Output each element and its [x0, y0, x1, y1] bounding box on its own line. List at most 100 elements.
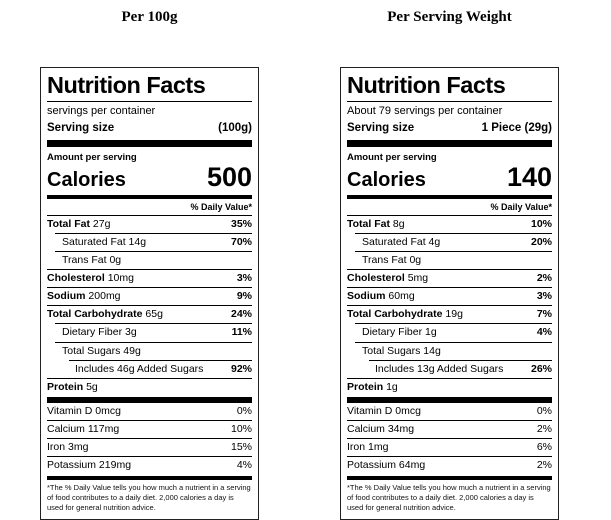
- medium-bar: [347, 194, 552, 199]
- vitamin-name: Potassium 64mg: [347, 459, 426, 472]
- daily-value-header: % Daily Value*: [490, 201, 552, 212]
- nutrient-name: Total Fat: [47, 217, 90, 230]
- amount-per-serving: Amount per serving: [347, 151, 437, 163]
- nutrient-name: Saturated Fat: [62, 235, 126, 248]
- vitamin-row-vitamin-d: Vitamin D 0mcg 0%: [47, 403, 252, 420]
- nutrient-text: Protein 1g: [347, 381, 398, 394]
- nutrition-label-per-serving-weight: Nutrition Facts About 79 servings per co…: [340, 67, 559, 520]
- vitamin-name: Iron 1mg: [347, 440, 389, 453]
- nutrient-text: Protein 5g: [47, 381, 98, 394]
- nutrient-name: Cholesterol: [47, 272, 105, 285]
- medium-bar: [47, 194, 252, 199]
- nutrient-text: Dietary Fiber 3g: [55, 326, 137, 339]
- nutrient-text: Saturated Fat 14g: [55, 236, 146, 249]
- serving-size-value: (100g): [218, 122, 252, 135]
- vitamin-row-iron: Iron 1mg 6%: [347, 437, 552, 456]
- nutrient-row-sodium: Sodium 200mg 9%: [47, 287, 252, 305]
- nutrient-text: Cholesterol 10mg: [47, 272, 134, 285]
- daily-value-header: % Daily Value*: [190, 201, 252, 212]
- vitamin-dv: 15%: [230, 440, 252, 453]
- column-header-per-serving-weight: Per Serving Weight: [387, 9, 512, 25]
- nutrient-name: Trans Fat: [62, 254, 107, 267]
- vitamin-row-vitamin-d: Vitamin D 0mcg 0%: [347, 403, 552, 420]
- nutrient-row-trans-fat: Trans Fat 0g: [55, 251, 252, 269]
- vitamin-name: Iron 3mg: [47, 440, 89, 453]
- vitamin-dv: 0%: [536, 404, 552, 417]
- calories-value: 140: [506, 161, 552, 192]
- nutrient-dv: 9%: [236, 290, 252, 303]
- nutrient-row-sodium: Sodium 60mg 3%: [347, 287, 552, 305]
- nutrient-amount: 4g: [428, 235, 441, 248]
- column-header-per-100g: Per 100g: [121, 9, 178, 25]
- nutrient-name: Cholesterol: [347, 272, 405, 285]
- nutrient-name: Sodium: [347, 290, 386, 303]
- nutrient-text: Total Carbohydrate 65g: [47, 308, 163, 321]
- vitamin-name: Calcium 34mg: [347, 422, 415, 435]
- label-title: Nutrition Facts: [347, 72, 506, 98]
- nutrient-dv: 7%: [536, 308, 552, 321]
- nutrient-text: Total Carbohydrate 19g: [347, 308, 463, 321]
- nutrient-name: Total Carbohydrate: [47, 308, 143, 321]
- vitamin-name: Vitamin D 0mcg: [347, 404, 421, 417]
- calories-label: Calories: [47, 168, 126, 191]
- nutrient-text: Cholesterol 5mg: [347, 272, 428, 285]
- nutrient-row-saturated-fat: Saturated Fat 4g 20%: [355, 232, 552, 251]
- thick-bar: [47, 396, 252, 403]
- nutrient-dv: 2%: [536, 272, 552, 285]
- nutrient-amount: 5g: [86, 380, 98, 393]
- page: { "labels": [ { "column_header": "Per 10…: [40, 9, 559, 520]
- nutrient-name: Total Carbohydrate: [347, 308, 443, 321]
- divider: [347, 101, 552, 103]
- nutrient-text: Includes 13g Added Sugars: [369, 363, 503, 376]
- calories-row: Calories 140: [347, 161, 552, 193]
- nutrient-text: Saturated Fat 4g: [355, 236, 440, 249]
- nutrient-text: Total Fat 8g: [347, 218, 405, 231]
- vitamins-section: Vitamin D 0mcg 0% Calcium 117mg 10% Iron…: [47, 403, 252, 474]
- vitamin-dv: 4%: [236, 459, 252, 472]
- nutrient-text: Dietary Fiber 1g: [355, 326, 437, 339]
- nutrient-row-total-carbohydrate: Total Carbohydrate 65g 24%: [47, 305, 252, 323]
- nutrient-amount: 14g: [423, 344, 441, 357]
- nutrient-text: Sodium 60mg: [347, 290, 415, 303]
- nutrient-amount: 14g: [128, 235, 147, 248]
- nutrient-amount: 60mg: [388, 290, 415, 303]
- nutrition-label-per-100g: Nutrition Facts servings per container S…: [40, 67, 259, 520]
- nutrient-row-total-fat: Total Fat 27g 35%: [47, 214, 252, 233]
- amount-per-serving: Amount per serving: [47, 151, 137, 163]
- nutrient-row-trans-fat: Trans Fat 0g: [355, 251, 552, 269]
- label-title: Nutrition Facts: [47, 72, 206, 98]
- calories-label: Calories: [347, 168, 426, 191]
- thick-bar: [347, 139, 552, 147]
- vitamin-dv: 0%: [236, 404, 252, 417]
- nutrient-amount: 65g: [145, 308, 163, 321]
- nutrient-amount: 19g: [445, 308, 463, 321]
- nutrient-text: Trans Fat 0g: [55, 254, 121, 267]
- nutrient-dv: 24%: [230, 308, 252, 321]
- vitamin-dv: 10%: [230, 422, 252, 435]
- vitamin-name: Calcium 117mg: [47, 422, 120, 435]
- nutrient-name: Trans Fat: [362, 254, 407, 267]
- thick-bar: [347, 396, 552, 403]
- vitamin-row-potassium: Potassium 64mg 2%: [347, 456, 552, 474]
- calories-value: 500: [206, 161, 252, 192]
- vitamin-row-calcium: Calcium 117mg 10%: [47, 419, 252, 438]
- nutrient-row-protein: Protein 1g: [347, 377, 552, 396]
- nutrient-text: Total Sugars 14g: [355, 345, 441, 358]
- nutrient-row-cholesterol: Cholesterol 5mg 2%: [347, 269, 552, 287]
- nutrient-amount: 27g: [92, 217, 111, 230]
- nutrient-row-added-sugars: Includes 13g Added Sugars 26%: [369, 359, 552, 378]
- nutrient-row-total-carbohydrate: Total Carbohydrate 19g 7%: [347, 305, 552, 323]
- vitamin-row-iron: Iron 3mg 15%: [47, 437, 252, 456]
- nutrient-amount: 1g: [386, 380, 398, 393]
- nutrient-name: Dietary Fiber: [62, 326, 123, 339]
- nutrient-row-protein: Protein 5g: [47, 377, 252, 396]
- nutrient-row-dietary-fiber: Dietary Fiber 3g 11%: [55, 323, 252, 341]
- nutrient-dv: 11%: [231, 326, 252, 339]
- nutrient-text: Total Sugars 49g: [55, 345, 141, 358]
- nutrient-text: Sodium 200mg: [47, 290, 121, 303]
- vitamin-dv: 6%: [536, 440, 552, 453]
- serving-size-value: 1 Piece (29g): [481, 122, 552, 135]
- serving-size-label: Serving size: [47, 122, 115, 135]
- nutrient-amount: 200mg: [88, 290, 121, 303]
- nutrient-dv: 26%: [530, 362, 552, 375]
